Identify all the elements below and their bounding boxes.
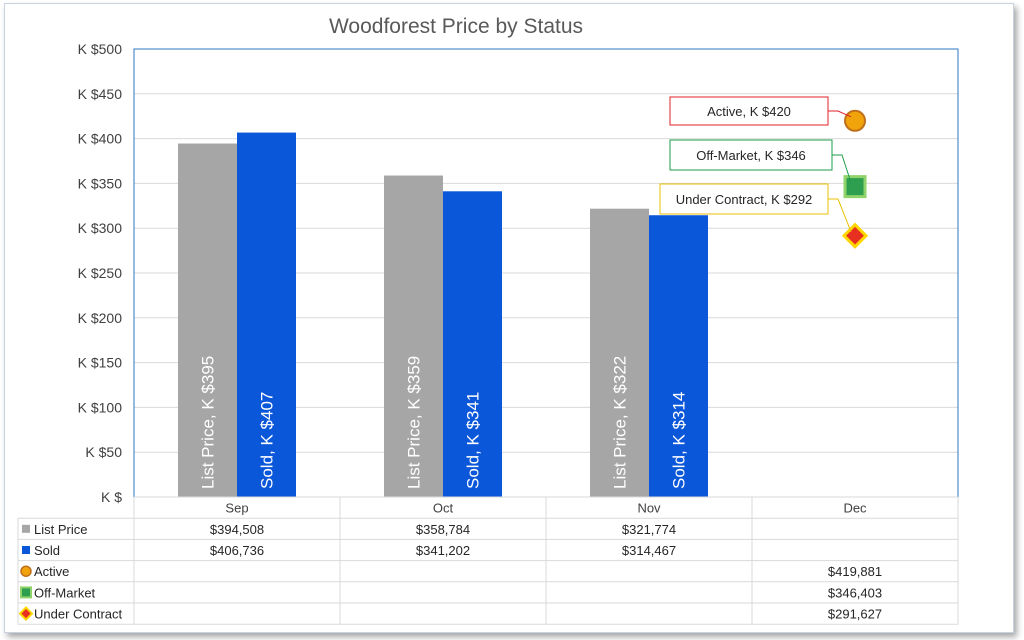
callout-label: Under Contract, K $292 [676,192,813,207]
chart-title: Woodforest Price by Status [329,15,583,38]
legend-key-sold [22,546,30,554]
callout-label: Active, K $420 [707,104,791,119]
callout-box [669,96,829,126]
bar-data-label: Sold, K $314 [670,392,689,489]
legend-label: Active [34,564,69,579]
table-cell-value: $419,881 [828,564,882,579]
callout-leader [832,154,852,183]
x-category-label: Sep [225,501,248,516]
table-cell-value: $406,736 [210,543,264,558]
table-cell-value: $358,784 [416,522,470,537]
legend-label: Off-Market [34,585,96,600]
y-tick-label: K $200 [78,310,123,326]
table-cell-value: $314,467 [622,543,676,558]
legend-key-under-contract [18,606,34,622]
y-tick-label: K $150 [78,355,123,371]
bar-sold [237,132,296,497]
legend-label: List Price [34,522,87,537]
y-tick-label: K $400 [78,131,123,147]
legend-label: Under Contract [34,607,123,622]
callout-leader [828,198,852,232]
y-tick-label: K $ [101,489,122,505]
bar-sold [443,191,502,497]
x-category-label: Oct [433,501,454,516]
y-tick-label: K $250 [78,265,123,281]
y-tick-label: K $50 [85,444,122,460]
legend-key-off-market [20,586,32,599]
bar-sold [649,215,708,498]
bar-data-label: List Price, K $395 [199,356,218,489]
bar-data-label: Sold, K $407 [258,392,277,489]
bar-data-label: List Price, K $359 [405,356,424,489]
bar-data-label: Sold, K $341 [464,392,483,489]
legend-key-active [20,565,32,577]
y-tick-label: K $100 [78,399,123,415]
table-cell-value: $291,627 [828,607,882,622]
marker-under-contract [841,222,869,249]
table-cell-value: $394,508 [210,522,264,537]
y-tick-label: K $350 [78,175,123,191]
table-cell-value: $341,202 [416,543,470,558]
callout-box [669,139,833,171]
y-tick-label: K $500 [78,41,123,57]
bar-list-price [590,208,649,497]
callout-label: Off-Market, K $346 [696,148,806,163]
x-category-label: Nov [637,501,661,516]
legend-key-list-price [22,524,30,533]
table-cell-value: $346,403 [828,585,882,600]
bar-list-price [178,143,237,498]
marker-off-market [843,175,867,199]
legend-label: Sold [34,543,60,558]
x-category-label: Dec [843,501,867,516]
bar-list-price [384,175,443,497]
y-tick-label: K $300 [78,220,123,236]
marker-active [844,109,866,132]
callout-box [659,183,829,215]
table-cell-value: $321,774 [622,522,676,537]
y-tick-label: K $450 [78,86,123,102]
bar-data-label: List Price, K $322 [611,356,630,489]
callout-leader [828,110,852,118]
